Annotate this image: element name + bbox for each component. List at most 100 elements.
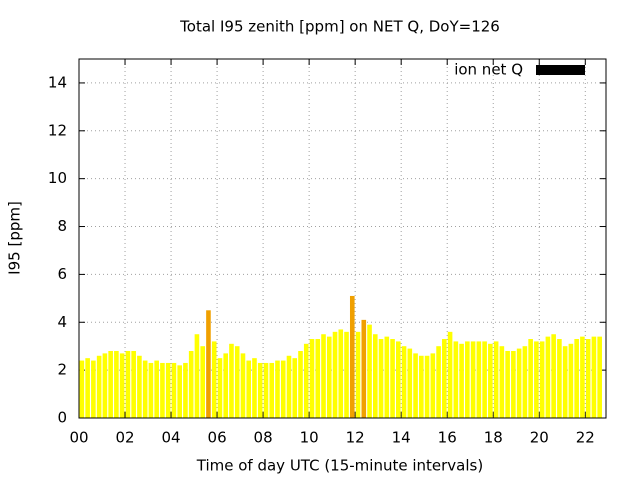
bar <box>580 336 585 418</box>
bar <box>217 358 223 418</box>
bar <box>505 350 510 418</box>
bar <box>91 360 96 418</box>
bar <box>470 341 476 418</box>
bar <box>482 341 487 418</box>
bar <box>96 355 102 418</box>
x-tick-label: 08 <box>254 429 273 447</box>
bar <box>229 343 234 418</box>
bar <box>488 343 493 418</box>
bar <box>465 341 470 418</box>
y-tick-label: 10 <box>48 169 67 187</box>
x-tick-label: 00 <box>69 429 88 447</box>
x-tick-label: 14 <box>392 429 411 447</box>
bar <box>597 336 602 418</box>
legend-label: ion net Q <box>454 61 523 79</box>
bar <box>557 339 562 418</box>
bar <box>499 346 505 418</box>
x-tick-label: 18 <box>484 429 503 447</box>
y-tick-label: 6 <box>57 265 67 283</box>
bar <box>137 355 142 418</box>
bar <box>378 339 384 418</box>
bar <box>200 346 205 418</box>
bar <box>194 334 200 418</box>
bar <box>160 362 165 418</box>
bar <box>436 346 441 418</box>
y-tick-label: 8 <box>57 217 67 235</box>
bar <box>326 336 332 418</box>
bar <box>407 348 413 418</box>
bar <box>367 324 372 418</box>
bar <box>211 341 217 418</box>
bar <box>315 339 321 418</box>
x-tick-label: 20 <box>530 429 549 447</box>
bar <box>585 339 591 418</box>
y-tick-label: 14 <box>48 73 67 91</box>
bar <box>303 343 309 418</box>
bar <box>154 360 159 418</box>
bar <box>234 346 240 418</box>
bar <box>396 341 401 418</box>
bar <box>263 362 269 418</box>
bar <box>321 334 326 418</box>
bar <box>332 331 338 418</box>
bar <box>246 360 252 418</box>
bar <box>534 341 539 418</box>
bar <box>372 334 378 418</box>
bar <box>528 339 533 418</box>
bar <box>338 329 344 418</box>
bar <box>148 362 154 418</box>
bar <box>447 331 453 418</box>
y-axis-label: I95 [ppm] <box>6 201 24 275</box>
bar <box>108 350 113 418</box>
bar <box>522 346 528 418</box>
bar <box>183 362 188 418</box>
bar <box>85 358 90 418</box>
chart-title: Total I95 zenith [ppm] on NET Q, DoY=126 <box>179 18 500 36</box>
bar <box>292 358 298 418</box>
bar <box>384 336 390 418</box>
bar <box>459 343 464 418</box>
bar <box>562 346 568 418</box>
bar <box>165 362 171 418</box>
bar <box>119 353 125 418</box>
bar <box>551 334 556 418</box>
bar <box>539 341 545 418</box>
y-tick-label: 4 <box>57 313 67 331</box>
x-tick-label: 02 <box>115 429 134 447</box>
y-tick-label: 12 <box>48 121 67 139</box>
x-tick-label: 10 <box>300 429 319 447</box>
bar <box>177 365 182 418</box>
x-tick-label: 12 <box>346 429 365 447</box>
y-tick-label: 2 <box>57 361 67 379</box>
bar <box>114 350 119 418</box>
x-tick-label: 06 <box>208 429 227 447</box>
bar <box>361 319 367 418</box>
bar <box>574 339 579 418</box>
y-tick-label: 0 <box>57 409 67 427</box>
bar <box>252 358 257 418</box>
bar <box>309 339 315 418</box>
bar <box>131 350 136 418</box>
bar <box>344 331 349 418</box>
bar <box>257 362 263 418</box>
bar <box>453 341 459 418</box>
bar <box>298 350 303 418</box>
bar <box>269 362 275 418</box>
bar <box>142 360 148 418</box>
bar <box>125 350 131 418</box>
bar <box>516 348 522 418</box>
x-axis-label: Time of day UTC (15-minute intervals) <box>196 457 483 475</box>
x-tick-label: 16 <box>438 429 457 447</box>
bar <box>401 346 407 418</box>
bar <box>413 353 418 418</box>
bar <box>419 355 424 418</box>
bar <box>568 343 574 418</box>
bar <box>430 353 436 418</box>
legend-swatch <box>536 65 585 75</box>
bar <box>511 350 516 418</box>
bar <box>424 355 430 418</box>
bar <box>188 350 194 418</box>
bar <box>280 360 286 418</box>
bar <box>390 339 395 418</box>
